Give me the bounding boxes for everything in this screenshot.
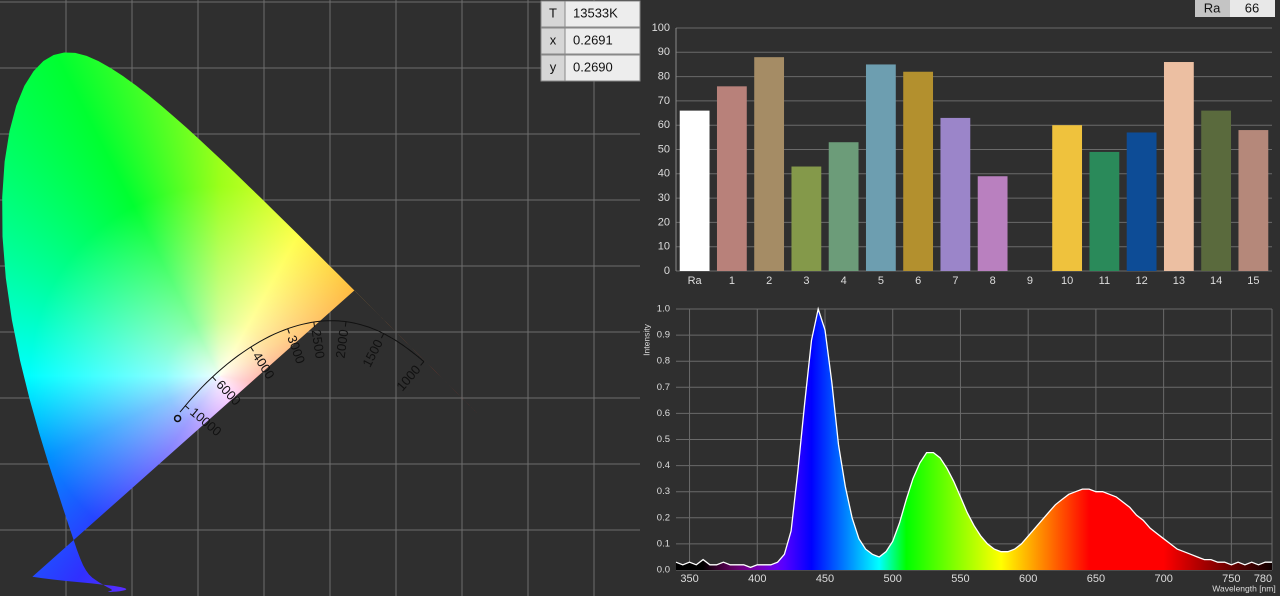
readout-key-cell (540, 27, 566, 55)
locus-label: 2000 (333, 328, 352, 359)
locus-label: 2500 (309, 329, 328, 360)
x-tick-label: 1 (729, 275, 735, 287)
y-tick-label: 0.6 (657, 408, 670, 419)
x-tick-label: 500 (884, 573, 902, 585)
x-tick-label: 650 (1087, 573, 1105, 585)
y-tick-label: 0.4 (657, 460, 670, 471)
locus-tick (344, 321, 347, 327)
bar (903, 71, 934, 272)
y-tick-label: 0.7 (657, 382, 670, 393)
bar (865, 64, 896, 271)
x-tick-label: 750 (1222, 573, 1240, 585)
bar (1201, 110, 1232, 272)
cie-gamut (0, 0, 640, 596)
y-tick-label: 0.9 (657, 330, 670, 341)
readout-value-cell (564, 27, 641, 55)
locus-tick (313, 321, 316, 328)
y-tick-label: 100 (652, 22, 670, 34)
ra-badge-label: Ra (1204, 0, 1221, 15)
ra-badge-key (1195, 0, 1230, 17)
readout-value-cell (564, 54, 641, 82)
bar (828, 142, 859, 271)
x-tick-label: 3 (803, 275, 809, 287)
spectrum-fill (676, 309, 1272, 570)
bar (791, 166, 822, 271)
readout-key: T (549, 5, 557, 20)
readout-value-cell (564, 0, 641, 28)
y-tick-label: 0.8 (657, 356, 670, 367)
bar (1089, 151, 1120, 271)
y-tick-label: 90 (658, 46, 670, 58)
y-tick-label: 0.5 (657, 434, 670, 445)
x-tick-label: 13 (1173, 275, 1185, 287)
y-tick-label: 30 (658, 192, 670, 204)
bar (1163, 62, 1194, 271)
y-tick-label: 1.0 (657, 304, 670, 315)
spectrum-line (675, 306, 1272, 569)
y-tick-label: 0.3 (657, 486, 670, 497)
y-tick-label: 50 (658, 143, 670, 155)
readout-value: 0.2691 (573, 32, 613, 47)
x-tick-label: 11 (1099, 275, 1110, 287)
x-tick-label: 700 (1154, 573, 1172, 585)
bar (1238, 130, 1269, 271)
readout-key: x (550, 32, 557, 47)
bar (1052, 125, 1083, 271)
planckian-locus (179, 320, 425, 413)
x-tick-label: 6 (915, 275, 921, 287)
locus-tick (420, 361, 425, 366)
y-tick-label: 40 (658, 168, 670, 180)
x-axis-title: Wavelength [nm] (1212, 583, 1275, 593)
readout-key-cell (540, 0, 566, 28)
x-tick-label: 600 (1019, 573, 1037, 585)
readout-key: y (550, 59, 557, 74)
bar (977, 176, 1008, 271)
bar (1126, 132, 1157, 271)
x-tick-label: 450 (816, 573, 834, 585)
y-tick-label: 60 (658, 119, 670, 131)
y-tick-label: 0.1 (657, 538, 670, 549)
y-tick-label: 0 (664, 265, 670, 277)
locus-tick (380, 333, 385, 339)
x-tick-label: Ra (688, 275, 703, 287)
measured-point (173, 414, 182, 423)
x-tick-label: 400 (748, 573, 766, 585)
y-tick-label: 0.0 (657, 565, 670, 576)
x-tick-label: 2 (766, 275, 772, 287)
locus-tick (287, 328, 290, 334)
y-tick-label: 0.2 (657, 512, 670, 523)
bar (716, 86, 747, 271)
locus-tick (212, 376, 217, 381)
x-tick-label: 550 (951, 573, 969, 585)
y-axis-title: Intensity (641, 323, 651, 355)
x-tick-label: 780 (1254, 573, 1272, 585)
ra-badge-value (1230, 0, 1275, 17)
y-tick-label: 80 (658, 71, 670, 83)
locus-tick (250, 346, 254, 352)
readout-value: 13533K (573, 5, 618, 20)
ra-badge-number: 66 (1245, 0, 1259, 15)
x-tick-label: 14 (1210, 275, 1222, 287)
x-tick-label: 5 (878, 275, 884, 287)
y-tick-label: 70 (658, 95, 670, 107)
cie-color-area (0, 0, 640, 596)
x-tick-label: 10 (1061, 275, 1073, 287)
y-tick-label: 20 (658, 216, 670, 228)
x-tick-label: 350 (680, 573, 698, 585)
y-tick-label: 10 (658, 241, 670, 253)
x-tick-label: 7 (952, 275, 958, 287)
x-tick-label: 15 (1247, 275, 1259, 287)
x-tick-label: 4 (841, 275, 847, 287)
bar (940, 117, 971, 271)
bar (754, 57, 785, 271)
x-tick-label: 9 (1027, 275, 1033, 287)
x-tick-label: 8 (990, 275, 996, 287)
bar (679, 110, 710, 272)
locus-tick (184, 405, 190, 410)
readout-value: 0.2690 (573, 59, 613, 74)
x-tick-label: 12 (1136, 275, 1148, 287)
